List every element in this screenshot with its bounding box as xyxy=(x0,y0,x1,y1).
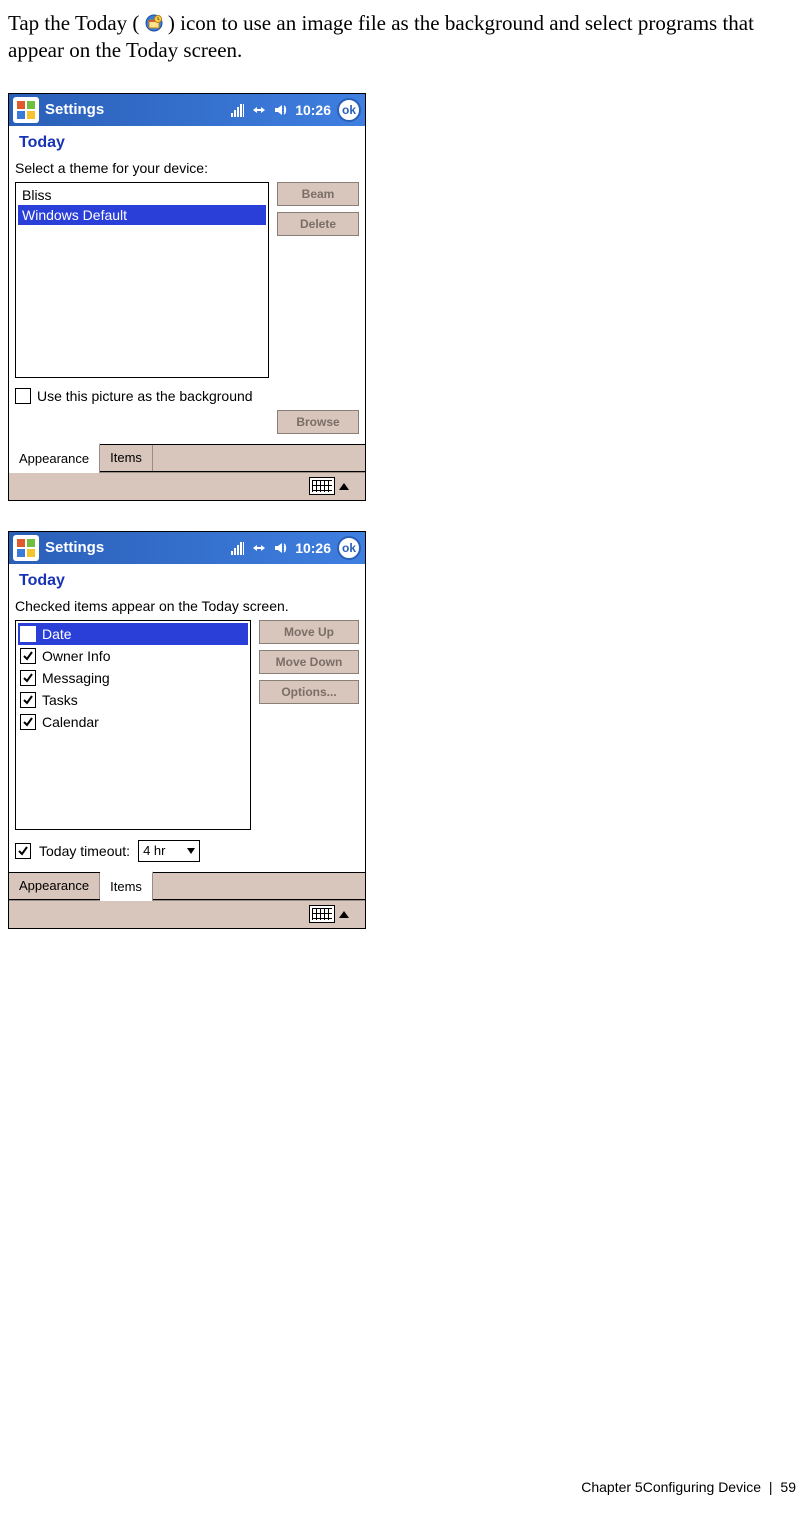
tab-items[interactable]: Items xyxy=(100,445,153,471)
tab-appearance[interactable]: Appearance xyxy=(9,873,100,899)
item-checkbox[interactable] xyxy=(20,692,36,708)
options-button[interactable]: Options... xyxy=(259,680,359,704)
item-label: Tasks xyxy=(42,692,78,708)
signal-icon xyxy=(231,540,245,556)
list-item[interactable]: Date xyxy=(18,623,248,645)
item-checkbox[interactable] xyxy=(20,648,36,664)
title-bar: Settings 10:26 ok xyxy=(9,532,365,564)
tab-strip: Appearance Items xyxy=(9,444,365,472)
timeout-label: Today timeout: xyxy=(39,843,130,859)
ok-button[interactable]: ok xyxy=(337,536,361,560)
sip-up-icon[interactable] xyxy=(339,911,349,918)
volume-icon xyxy=(273,102,289,118)
list-item[interactable]: Windows Default xyxy=(18,205,266,225)
delete-button[interactable]: Delete xyxy=(277,212,359,236)
tab-appearance[interactable]: Appearance xyxy=(9,443,100,473)
app-title: Settings xyxy=(45,101,104,118)
item-label: Calendar xyxy=(42,714,99,730)
timeout-checkbox[interactable] xyxy=(15,843,31,859)
list-item[interactable]: Bliss xyxy=(18,185,266,205)
start-icon[interactable] xyxy=(13,535,39,561)
clock-time: 10:26 xyxy=(295,540,331,556)
timeout-dropdown[interactable]: 4 hr xyxy=(138,840,200,862)
item-label: Owner Info xyxy=(42,648,110,664)
volume-icon xyxy=(273,540,289,556)
screenshot-items: Settings 10:26 ok Today Checked items ap… xyxy=(8,531,366,929)
ok-button[interactable]: ok xyxy=(337,98,361,122)
sip-up-icon[interactable] xyxy=(339,483,349,490)
chevron-down-icon xyxy=(187,848,195,854)
list-item[interactable]: Calendar xyxy=(18,711,248,733)
footer-title: Configuring Device xyxy=(643,1479,761,1495)
intro-paragraph: Tap the Today ( ) icon to use an image f… xyxy=(8,10,802,65)
theme-listbox[interactable]: Bliss Windows Default xyxy=(15,182,269,378)
intro-text-before: Tap the Today ( xyxy=(8,11,139,35)
clock-time: 10:26 xyxy=(295,102,331,118)
browse-button[interactable]: Browse xyxy=(277,410,359,434)
tab-strip: Appearance Items xyxy=(9,872,365,900)
page-heading: Today xyxy=(9,564,365,596)
keyboard-icon[interactable] xyxy=(309,477,335,495)
footer-separator: | xyxy=(769,1479,773,1495)
list-item[interactable]: Owner Info xyxy=(18,645,248,667)
beam-button[interactable]: Beam xyxy=(277,182,359,206)
prompt-text: Select a theme for your device: xyxy=(15,158,359,182)
prompt-text: Checked items appear on the Today screen… xyxy=(15,596,359,620)
item-label: Date xyxy=(42,626,72,642)
item-checkbox[interactable] xyxy=(20,670,36,686)
page-heading: Today xyxy=(9,126,365,158)
use-picture-checkbox[interactable] xyxy=(15,388,31,404)
sip-bar xyxy=(9,472,365,500)
app-title: Settings xyxy=(45,539,104,556)
keyboard-icon[interactable] xyxy=(309,905,335,923)
start-icon[interactable] xyxy=(13,97,39,123)
today-icon xyxy=(145,12,163,30)
title-bar: Settings 10:26 ok xyxy=(9,94,365,126)
timeout-value: 4 hr xyxy=(143,843,165,858)
sync-icon xyxy=(251,102,267,118)
use-picture-label: Use this picture as the background xyxy=(37,388,253,404)
tab-items[interactable]: Items xyxy=(100,871,153,901)
footer-chapter: Chapter 5 xyxy=(581,1479,642,1495)
items-listbox[interactable]: Date Owner Info Messaging Tasks xyxy=(15,620,251,830)
item-checkbox[interactable] xyxy=(20,714,36,730)
list-item[interactable]: Messaging xyxy=(18,667,248,689)
move-down-button[interactable]: Move Down xyxy=(259,650,359,674)
item-label: Messaging xyxy=(42,670,110,686)
screenshot-appearance: Settings 10:26 ok Today Select a theme f… xyxy=(8,93,366,501)
move-up-button[interactable]: Move Up xyxy=(259,620,359,644)
list-item[interactable]: Tasks xyxy=(18,689,248,711)
signal-icon xyxy=(231,102,245,118)
sync-icon xyxy=(251,540,267,556)
item-checkbox[interactable] xyxy=(20,626,36,642)
page-footer: Chapter 5Configuring Device | 59 xyxy=(581,1479,796,1495)
footer-page: 59 xyxy=(780,1479,796,1495)
sip-bar xyxy=(9,900,365,928)
